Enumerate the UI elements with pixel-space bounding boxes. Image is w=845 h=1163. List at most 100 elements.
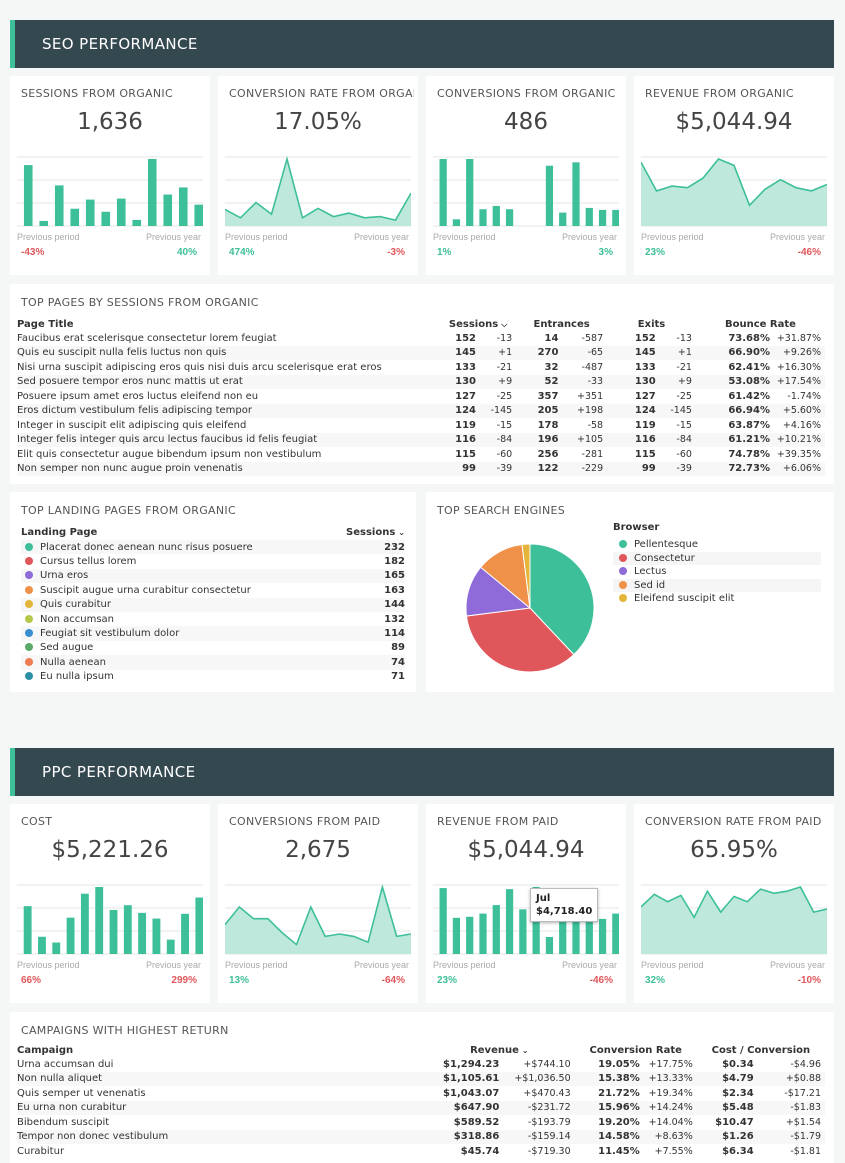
chevron-down-icon[interactable]: ⌄ [521, 1045, 529, 1055]
col-page-title[interactable]: Page Title [17, 318, 74, 330]
revenue-cell: $45.74 [460, 1145, 500, 1157]
entrances-change-cell: -487 [581, 361, 604, 373]
cost-per-conversion-cell: $6.34 [722, 1145, 754, 1157]
col-campaign[interactable]: Campaign [17, 1044, 74, 1056]
kpi-sparkline[interactable] [17, 154, 203, 229]
landing-page-cell: Suscipit augue urna curabitur consectetu… [21, 583, 346, 597]
kpi-value: 17.05% [274, 109, 362, 135]
list-item[interactable]: Quis curabitur 144 [21, 597, 405, 612]
landing-page-label: Suscipit augue urna curabitur consectetu… [40, 584, 251, 596]
col-entrances[interactable]: Entrances [533, 318, 590, 330]
bar [545, 165, 554, 226]
legend-item[interactable]: Eleifend suscipit elit [613, 592, 821, 606]
list-item[interactable]: Nulla aenean 74 [21, 655, 405, 670]
legend-dot [25, 614, 33, 623]
sessions-cell: 115 [455, 448, 476, 460]
table-row[interactable]: Curabitur $45.74 -$719.30 11.45% +7.55% $6.34… [17, 1144, 825, 1159]
kpi-sparkline[interactable] [225, 882, 411, 957]
revenue-cell: $1,105.61 [424, 1071, 500, 1086]
kpi-sparkline[interactable] [433, 154, 619, 229]
exits-cell: 116 [607, 432, 656, 447]
list-item[interactable]: Cursus tellus lorem 182 [21, 554, 405, 568]
bounce-rate-change-cell: +6.06% [769, 461, 825, 476]
table-row[interactable]: Nisi urna suscipit adipiscing eros quis … [17, 360, 825, 375]
col-conversion-rate[interactable]: Conversion Rate [589, 1044, 682, 1056]
bounce-rate-change-cell: +10.21% [769, 432, 825, 447]
kpi-title: CONVERSIONS FROM PAID [229, 815, 381, 828]
bar [181, 913, 189, 954]
legend-item[interactable]: Sed id [613, 578, 821, 592]
sessions-cell: 145 [440, 345, 476, 360]
campaign-cell: Bibendum suscipit [17, 1116, 110, 1128]
bar [492, 905, 500, 954]
col-revenue[interactable]: Revenue ⌄ [470, 1044, 529, 1056]
bar [70, 208, 80, 226]
page-title-cell: Faucibus erat scelerisque consectetur lo… [17, 332, 277, 344]
list-item[interactable]: Non accumsan 132 [21, 612, 405, 626]
table-row[interactable]: Elit quis consectetur augue bibendum ips… [17, 447, 825, 462]
table-row[interactable]: Non nulla aliquet $1,105.61 +$1,036.50 15.3… [17, 1071, 825, 1086]
list-item[interactable]: Feugiat sit vestibulum dolor 114 [21, 626, 405, 641]
sort-desc-icon[interactable]: ⌵ [501, 319, 508, 329]
table-row[interactable]: Non semper non nunc augue proin venenati… [17, 461, 825, 476]
table-row[interactable]: Faucibus erat scelerisque consectetur lo… [17, 331, 825, 346]
kpi-sparkline[interactable] [641, 882, 827, 957]
chevron-down-icon[interactable]: ⌄ [398, 527, 405, 537]
pie-slice[interactable] [529, 543, 595, 656]
bounce-rate-cell: 53.08% [695, 374, 770, 389]
list-item[interactable]: Urna eros 165 [21, 568, 405, 584]
kpi-sparkline[interactable] [17, 882, 203, 957]
legend-item[interactable]: Pellentesque [613, 538, 821, 552]
page-title-cell: Elit quis consectetur augue bibendum ips… [17, 448, 322, 460]
list-item[interactable]: Suscipit augue urna curabitur consectetu… [21, 583, 405, 597]
pie-slice[interactable] [521, 543, 531, 609]
bar [466, 916, 474, 954]
table-row[interactable]: Sed posuere tempor eros nunc mattis ut e… [17, 374, 825, 389]
sessions-cell: 133 [455, 361, 476, 373]
revenue-cell: $1,043.07 [443, 1087, 500, 1099]
legend-item[interactable]: Lectus [613, 565, 821, 579]
list-item[interactable]: Eu nulla ipsum 71 [21, 670, 405, 684]
col-landing-sessions[interactable]: Sessions ⌄ [346, 526, 405, 538]
list-item[interactable]: Placerat donec aenean nunc risus posuere… [21, 540, 405, 555]
series-line [225, 883, 411, 946]
search-engines-pie [465, 543, 595, 673]
ppc-section-header: PPC PERFORMANCE [10, 748, 834, 796]
table-row[interactable]: Eu urna non curabitur $647.90 -$231.72 15.9… [17, 1100, 825, 1115]
table-row[interactable]: Quis eu suscipit nulla felis luctus non … [17, 345, 825, 360]
bar [85, 199, 95, 226]
entrances-change-cell: +351 [577, 390, 604, 402]
kpi-value: $5,221.26 [51, 837, 169, 863]
table-row[interactable]: Integer in suscipit elit adipiscing quis… [17, 418, 825, 433]
list-item[interactable]: Sed augue 89 [21, 641, 405, 655]
bar [23, 906, 32, 954]
landing-sessions-cell: 74 [346, 655, 405, 670]
previous-period-label: Previous period [433, 960, 496, 970]
col-cost-per-conversion[interactable]: Cost / Conversion [711, 1044, 811, 1056]
col-sessions[interactable]: Sessions ⌵ [448, 318, 508, 330]
previous-period-change: 66% [21, 975, 42, 986]
landing-sessions-cell: 165 [346, 568, 405, 584]
table-row[interactable]: Eros dictum vestibulum felis adipiscing … [17, 403, 825, 418]
kpi-sparkline[interactable] [225, 154, 411, 229]
table-row[interactable]: Urna accumsan dui $1,294.23 +$744.10 19.05%… [17, 1057, 825, 1072]
entrances-change-cell: +198 [558, 403, 608, 418]
bar [54, 185, 64, 226]
col-landing-page[interactable]: Landing Page [21, 526, 98, 538]
legend-item[interactable]: Consectetur [613, 551, 821, 565]
exits-cell: 127 [634, 390, 656, 402]
table-row[interactable]: Posuere ipsum amet eros luctus eleifend … [17, 389, 825, 404]
col-bounce-rate[interactable]: Bounce Rate [725, 318, 796, 330]
table-row[interactable]: Bibendum suscipit $589.52 -$193.79 19.20% +1… [17, 1115, 825, 1130]
page-title-cell: Posuere ipsum amet eros luctus eleifend … [17, 390, 259, 402]
pie-slice[interactable] [465, 607, 575, 673]
table-row[interactable]: Integer felis integer quis arcu lectus f… [17, 432, 825, 447]
legend-title: Browser [613, 522, 660, 533]
bar [598, 209, 607, 226]
revenue-change-cell: +$470.43 [523, 1087, 571, 1099]
table-row[interactable]: Quis semper ut venenatis $1,043.07 +$470.4… [17, 1086, 825, 1101]
col-exits[interactable]: Exits [637, 318, 666, 330]
kpi-sparkline[interactable] [641, 154, 827, 229]
table-row[interactable]: Tempor non donec vestibulum $318.86 -$159.… [17, 1129, 825, 1144]
